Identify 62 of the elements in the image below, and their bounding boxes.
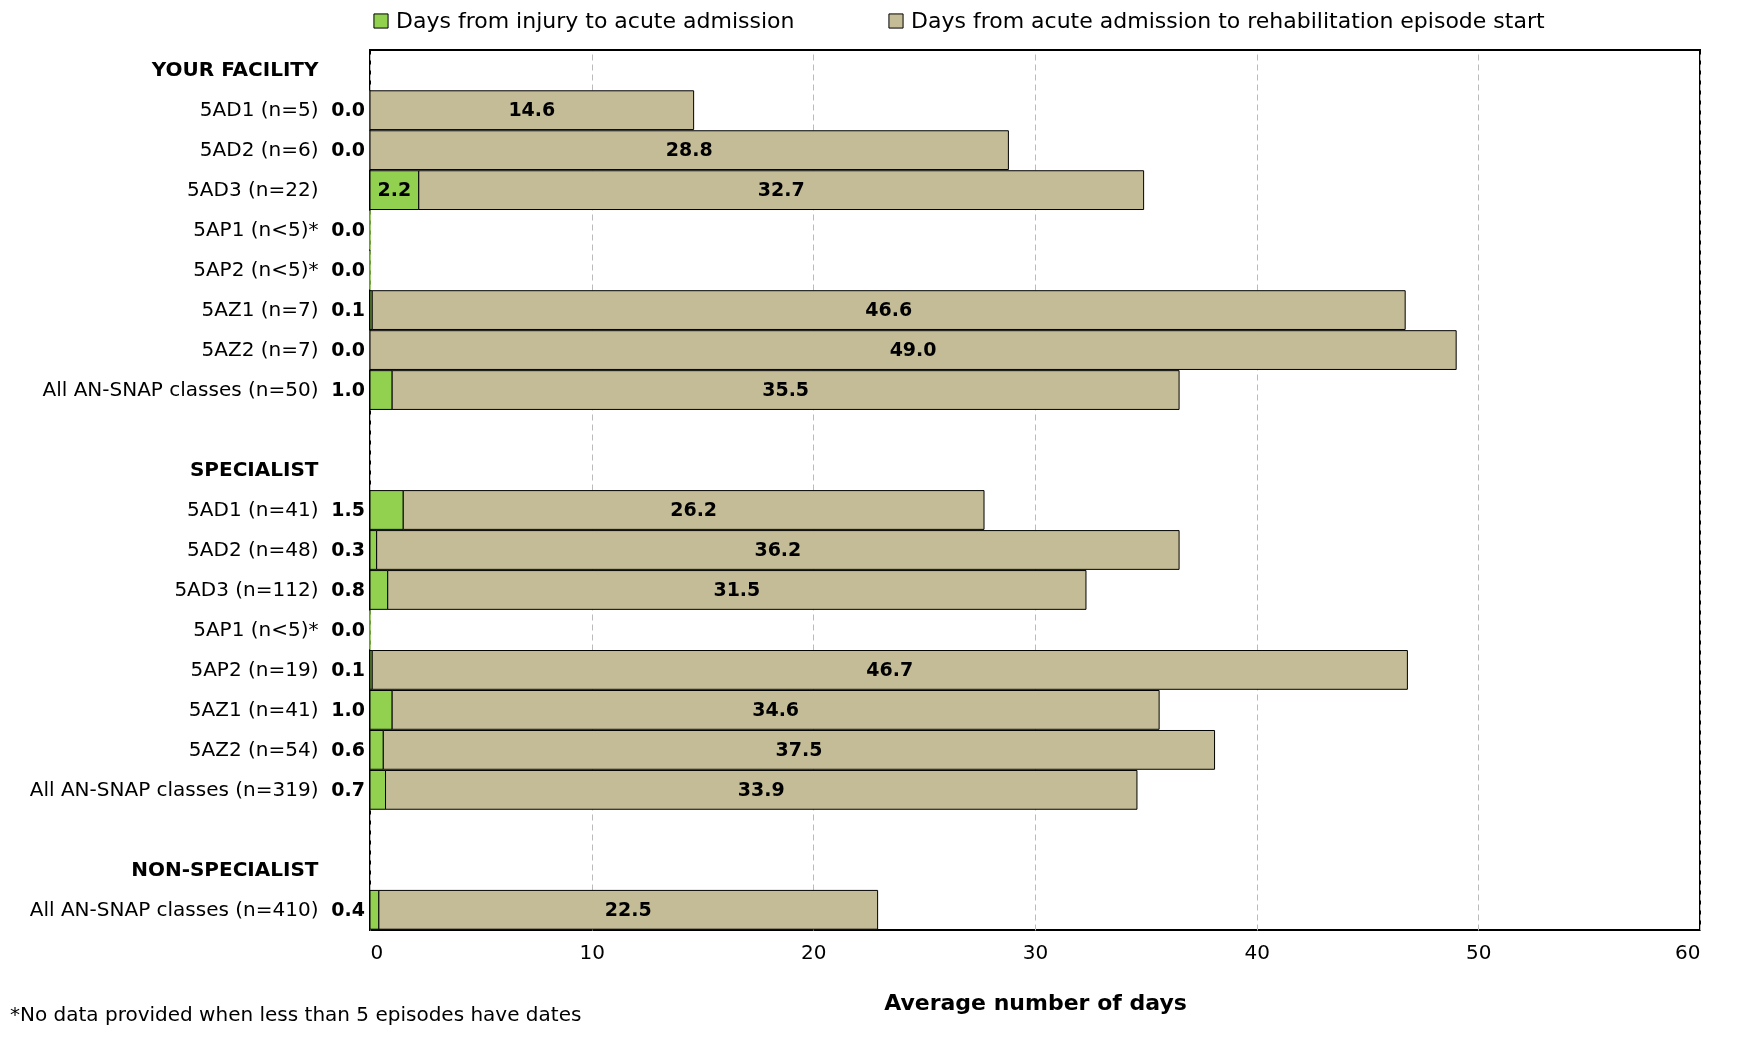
y-tick-label: All AN-SNAP classes (n=319) <box>29 776 319 801</box>
y-tick-label: 5AD2 (n=48) <box>187 536 319 561</box>
x-tick-label: 0 <box>370 939 384 964</box>
x-tick-label: 30 <box>1022 939 1049 964</box>
data-label: 0.0 <box>331 258 365 281</box>
data-label: 0.0 <box>331 138 365 161</box>
y-tick-label: 5AZ2 (n=54) <box>188 736 319 761</box>
data-label: 1.5 <box>331 497 365 520</box>
data-label: 0.8 <box>331 577 365 600</box>
data-label: 0.0 <box>331 98 365 121</box>
data-label: 14.6 <box>508 98 556 121</box>
data-label: 33.9 <box>737 777 785 800</box>
data-label: 22.5 <box>604 897 652 920</box>
y-tick-label: 5AZ2 (n=7) <box>201 337 319 362</box>
data-label: 35.5 <box>762 378 810 401</box>
data-label: 0.4 <box>331 897 365 920</box>
x-tick-label: 10 <box>579 939 605 964</box>
legend-label: Days from acute admission to rehabilitation episode start <box>911 8 1545 33</box>
y-tick-label: NON-SPECIALIST <box>131 856 319 881</box>
data-label: 2.2 <box>377 178 412 201</box>
y-tick-label: 5AP1 (n<5)* <box>193 616 319 641</box>
x-axis-title: Average number of days <box>884 989 1187 1015</box>
y-tick-label: 5AD3 (n=112) <box>174 576 319 601</box>
y-tick-label: 5AD3 (n=22) <box>187 177 319 202</box>
data-label: 28.8 <box>665 138 713 161</box>
x-tick-label: 60 <box>1675 939 1701 964</box>
data-label: 46.7 <box>866 657 914 680</box>
y-tick-label: All AN-SNAP classes (n=410) <box>29 896 319 921</box>
data-label: 49.0 <box>889 338 937 361</box>
x-tick-label: 50 <box>1466 939 1492 964</box>
y-tick-label: 5AZ1 (n=7) <box>201 297 319 322</box>
data-label: 1.0 <box>331 378 365 401</box>
data-label: 1.0 <box>331 697 365 720</box>
y-tick-label: 5AP2 (n=19) <box>190 656 319 681</box>
data-label: 0.0 <box>331 617 365 640</box>
legend-label: Days from injury to acute admission <box>396 8 795 33</box>
y-tick-label: 5AP2 (n<5)* <box>193 257 319 282</box>
data-label: 46.6 <box>865 298 913 321</box>
data-label: 0.1 <box>331 657 365 680</box>
y-tick-label: YOUR FACILITY <box>150 57 320 82</box>
data-label: 0.7 <box>331 777 365 800</box>
data-label: 0.6 <box>331 737 365 760</box>
y-tick-label: 5AZ1 (n=41) <box>188 696 319 721</box>
y-tick-label: 5AD1 (n=41) <box>187 496 319 521</box>
data-label: 37.5 <box>775 737 823 760</box>
data-label: 36.2 <box>754 537 802 560</box>
data-label: 34.6 <box>752 697 800 720</box>
x-tick-label: 40 <box>1244 939 1270 964</box>
x-tick-label: 20 <box>801 939 827 964</box>
y-tick-label: 5AD2 (n=6) <box>199 137 319 162</box>
y-tick-label: 5AP1 (n<5)* <box>193 217 319 242</box>
data-label: 0.1 <box>331 298 365 321</box>
y-tick-label: All AN-SNAP classes (n=50) <box>42 377 319 402</box>
data-label: 32.7 <box>757 178 805 201</box>
text: *No data provided when less than 5 episodes have dates <box>10 1002 582 1026</box>
y-tick-label: SPECIALIST <box>189 457 319 482</box>
data-label: 0.0 <box>331 338 365 361</box>
y-tick-label: 5AD1 (n=5) <box>199 97 319 122</box>
data-label: 26.2 <box>670 497 718 520</box>
data-label: 0.3 <box>331 537 365 560</box>
data-label: 31.5 <box>713 577 761 600</box>
data-label: 0.0 <box>331 218 365 241</box>
